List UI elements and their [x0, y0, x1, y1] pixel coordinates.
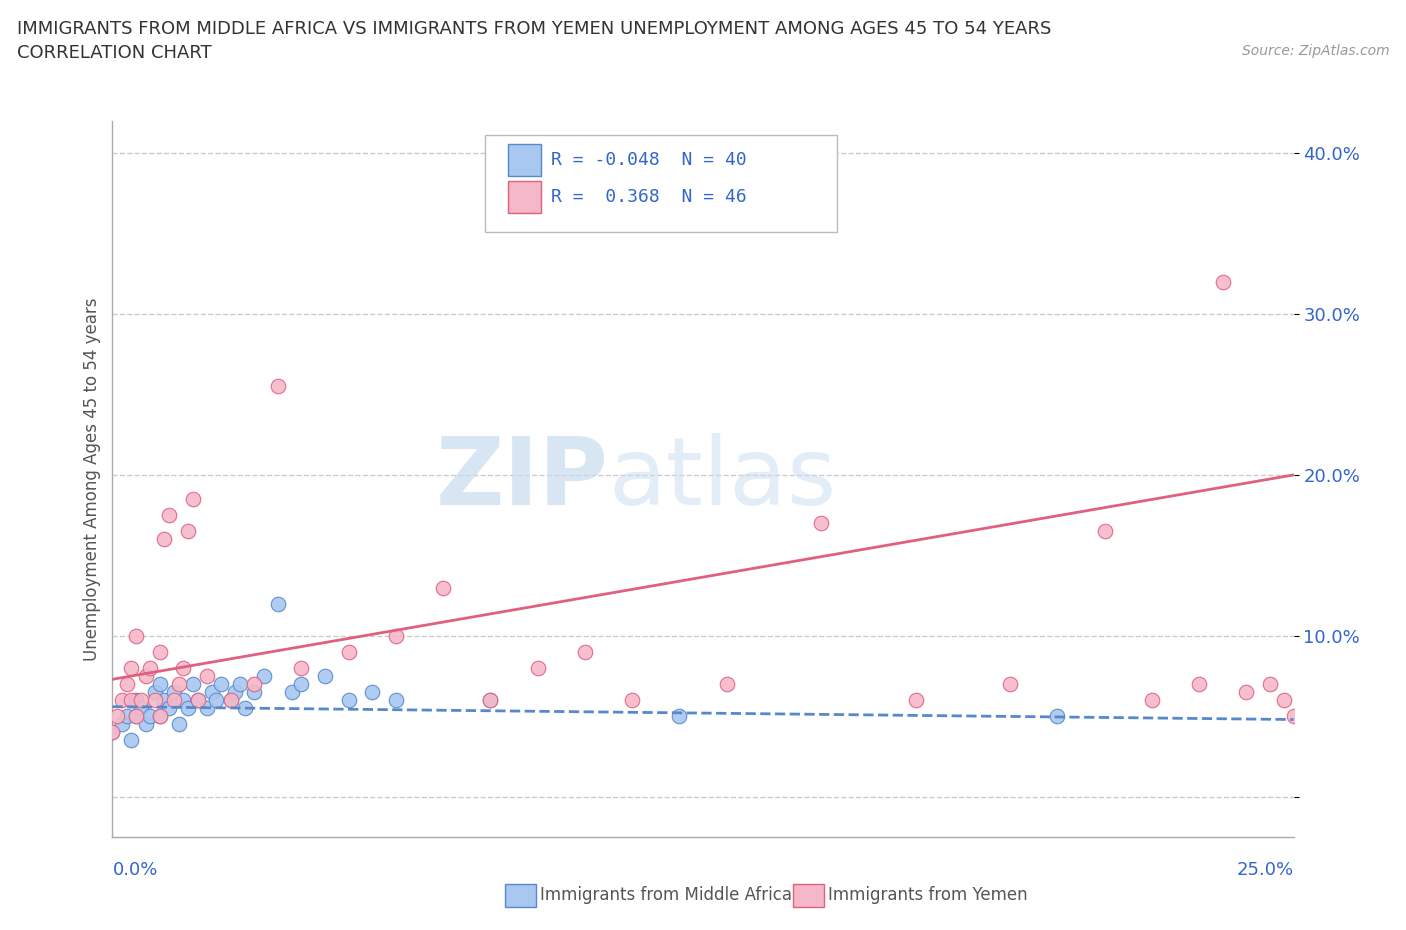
Point	[115, 677, 138, 692]
Point	[904, 693, 927, 708]
Text: Source: ZipAtlas.com: Source: ZipAtlas.com	[1241, 44, 1389, 58]
Text: Immigrants from Middle Africa: Immigrants from Middle Africa	[540, 885, 792, 904]
Point	[1094, 524, 1116, 538]
Point	[172, 693, 194, 708]
Point	[219, 693, 242, 708]
Point	[153, 693, 176, 708]
Point	[432, 580, 454, 595]
Text: R =  0.368  N = 46: R = 0.368 N = 46	[551, 188, 747, 206]
Y-axis label: Unemployment Among Ages 45 to 54 years: Unemployment Among Ages 45 to 54 years	[83, 298, 101, 660]
Point	[101, 725, 124, 740]
Point	[290, 660, 312, 675]
Point	[129, 693, 152, 708]
Point	[479, 693, 502, 708]
Point	[1282, 709, 1305, 724]
Point	[181, 677, 204, 692]
Point	[267, 379, 290, 394]
Point	[233, 701, 256, 716]
Point	[135, 669, 157, 684]
Point	[149, 677, 172, 692]
Point	[167, 717, 190, 732]
Point	[479, 693, 502, 708]
Point	[998, 677, 1021, 692]
Point	[219, 693, 242, 708]
Point	[143, 693, 166, 708]
Point	[621, 693, 644, 708]
Point	[229, 677, 252, 692]
Point	[1272, 693, 1295, 708]
Point	[209, 677, 232, 692]
Point	[149, 644, 172, 659]
Point	[668, 709, 690, 724]
Point	[125, 693, 148, 708]
Point	[1140, 693, 1163, 708]
Point	[253, 669, 276, 684]
Point	[385, 629, 408, 644]
Point	[267, 596, 290, 611]
Text: atlas: atlas	[609, 433, 837, 525]
Point	[1258, 677, 1281, 692]
Point	[120, 693, 142, 708]
Point	[205, 693, 228, 708]
Point	[149, 709, 172, 724]
Point	[337, 644, 360, 659]
Point	[115, 709, 138, 724]
Point	[120, 660, 142, 675]
Point	[201, 684, 224, 699]
Point	[810, 516, 832, 531]
Point	[105, 709, 128, 724]
Point	[101, 725, 124, 740]
Point	[385, 693, 408, 708]
Point	[163, 693, 186, 708]
Point	[290, 677, 312, 692]
Point	[167, 677, 190, 692]
Point	[149, 709, 172, 724]
Point	[125, 629, 148, 644]
Text: R = -0.048  N = 40: R = -0.048 N = 40	[551, 151, 747, 168]
Text: Immigrants from Yemen: Immigrants from Yemen	[828, 885, 1028, 904]
Point	[125, 709, 148, 724]
Point	[1188, 677, 1211, 692]
Text: IMMIGRANTS FROM MIDDLE AFRICA VS IMMIGRANTS FROM YEMEN UNEMPLOYMENT AMONG AGES 4: IMMIGRANTS FROM MIDDLE AFRICA VS IMMIGRA…	[17, 20, 1052, 38]
Point	[195, 701, 218, 716]
Point	[153, 532, 176, 547]
Point	[157, 508, 180, 523]
Point	[139, 660, 162, 675]
Point	[143, 684, 166, 699]
Point	[186, 693, 208, 708]
Point	[1212, 274, 1234, 289]
Point	[139, 709, 162, 724]
Point	[186, 693, 208, 708]
Point	[163, 684, 186, 699]
Point	[125, 709, 148, 724]
Point	[172, 660, 194, 675]
Point	[243, 677, 266, 692]
Text: CORRELATION CHART: CORRELATION CHART	[17, 44, 212, 61]
Point	[135, 717, 157, 732]
Point	[314, 669, 336, 684]
Point	[243, 684, 266, 699]
Point	[181, 492, 204, 507]
Point	[157, 701, 180, 716]
Point	[111, 693, 134, 708]
Text: 0.0%: 0.0%	[112, 860, 157, 879]
Point	[361, 684, 384, 699]
Text: ZIP: ZIP	[436, 433, 609, 525]
Point	[120, 733, 142, 748]
Point	[177, 524, 200, 538]
Point	[129, 701, 152, 716]
Point	[716, 677, 738, 692]
Point	[574, 644, 596, 659]
Point	[337, 693, 360, 708]
Point	[281, 684, 304, 699]
Point	[1234, 684, 1257, 699]
Point	[1046, 709, 1069, 724]
Point	[195, 669, 218, 684]
Point	[111, 717, 134, 732]
Text: 25.0%: 25.0%	[1236, 860, 1294, 879]
Point	[224, 684, 246, 699]
Point	[177, 701, 200, 716]
Point	[526, 660, 548, 675]
